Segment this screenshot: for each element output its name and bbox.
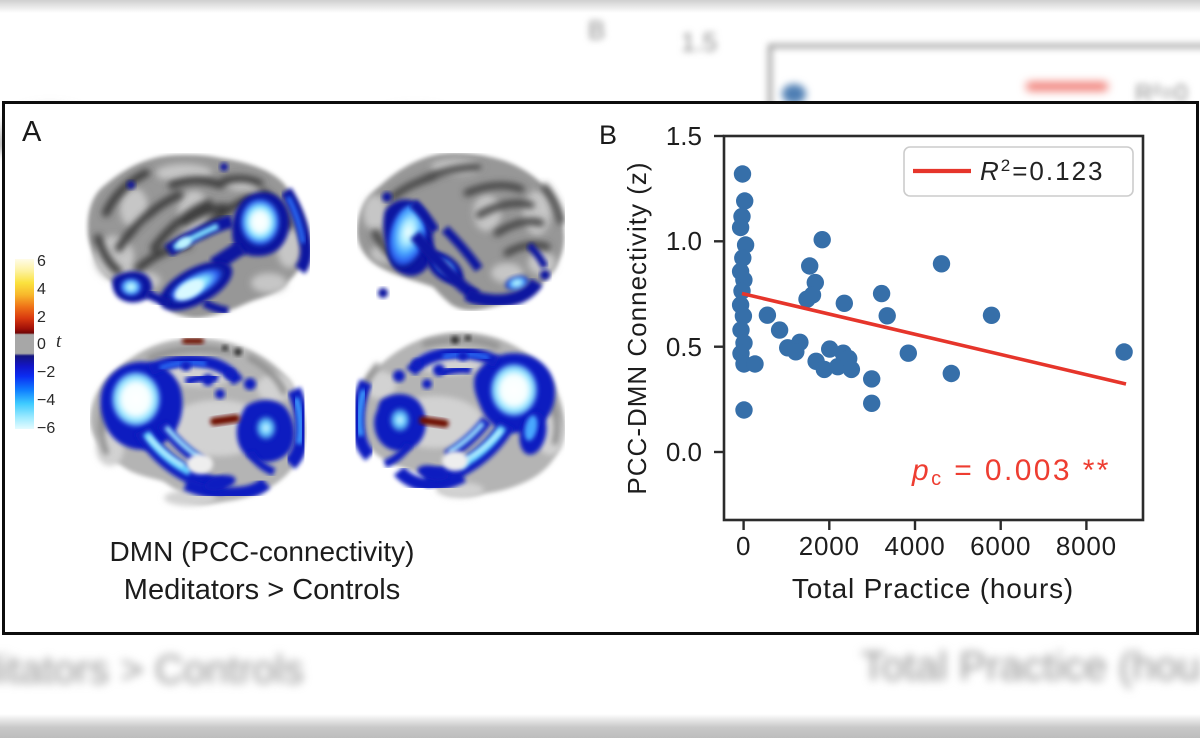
svg-text:2000: 2000 (799, 531, 860, 561)
svg-text:4000: 4000 (884, 531, 945, 561)
svg-text:PCC-DMN Connectivity (z): PCC-DMN Connectivity (z) (622, 161, 652, 494)
svg-text:0: 0 (736, 531, 751, 561)
svg-text:Total Practice (hours): Total Practice (hours) (792, 573, 1074, 604)
svg-text:R2=0.123: R2=0.123 (980, 156, 1105, 186)
svg-text:1.5: 1.5 (666, 121, 702, 151)
svg-text:6000: 6000 (970, 531, 1031, 561)
svg-text:0.5: 0.5 (666, 332, 702, 362)
svg-text:8000: 8000 (1056, 531, 1117, 561)
svg-text:0.0: 0.0 (666, 437, 702, 467)
svg-text:1.0: 1.0 (666, 226, 702, 256)
svg-text:pc = 0.003 **: pc = 0.003 ** (911, 454, 1111, 490)
